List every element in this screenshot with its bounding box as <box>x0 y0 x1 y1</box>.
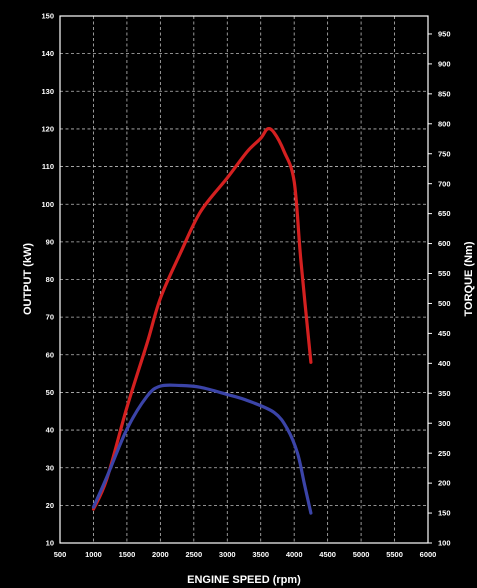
x-tick-label: 4000 <box>286 550 303 559</box>
y-left-tick-label: 10 <box>46 539 54 548</box>
x-tick-label: 2000 <box>152 550 169 559</box>
output-series-line <box>91 126 313 511</box>
plot-frame <box>59 15 429 544</box>
x-tick-label: 3500 <box>252 550 269 559</box>
y-left-tick-label: 150 <box>41 12 54 21</box>
y-left-tick-label: 70 <box>46 313 54 322</box>
y-right-tick-label: 300 <box>438 419 451 428</box>
y-left-tick-label: 20 <box>46 501 54 510</box>
y-left-tick-label: 90 <box>46 237 54 246</box>
grid-layer <box>60 16 428 543</box>
y-left-tick-label: 100 <box>41 200 54 209</box>
x-tick-label: 5000 <box>353 550 370 559</box>
y-right-tick-label: 650 <box>438 209 451 218</box>
y-left-tick-label: 120 <box>41 125 54 134</box>
y-axis-left-title: OUTPUT (kW) <box>22 243 34 315</box>
x-tick-label: 4500 <box>319 550 336 559</box>
y-left-tick-label: 60 <box>46 350 54 359</box>
y-right-tick-label: 100 <box>438 539 451 548</box>
y-axis-right-title: TORQUE (Nm) <box>463 241 475 316</box>
y-left-tick-label: 40 <box>46 426 54 435</box>
x-tick-label: 500 <box>54 550 67 559</box>
y-right-tick-label: 350 <box>438 389 451 398</box>
x-tick-label: 3000 <box>219 550 236 559</box>
y-right-tick-label: 500 <box>438 299 451 308</box>
y-right-tick-label: 800 <box>438 119 451 128</box>
x-tick-label: 2500 <box>185 550 202 559</box>
y-right-tick-label: 450 <box>438 329 451 338</box>
y-right-tick-label: 900 <box>438 60 451 69</box>
y-left-tick-label: 80 <box>46 275 54 284</box>
y-right-tick-label: 200 <box>438 479 451 488</box>
y-right-tick-label: 600 <box>438 239 451 248</box>
x-axis-title: ENGINE SPEED (rpm) <box>187 574 301 586</box>
x-tick-label: 5500 <box>386 550 403 559</box>
y-right-tick-label: 700 <box>438 179 451 188</box>
y-right-tick-label: 750 <box>438 149 451 158</box>
y-left-tick-label: 30 <box>46 463 54 472</box>
y-right-tick-label: 400 <box>438 359 451 368</box>
x-tick-label: 1500 <box>119 550 136 559</box>
tick-layer: 500 1000 1500 2000 2500 3000 3500 4000 4500 5000 5… <box>41 12 450 559</box>
x-tick-label: 1000 <box>85 550 102 559</box>
y-left-tick-label: 130 <box>41 87 54 96</box>
y-right-tick-label: 850 <box>438 89 451 98</box>
torque-series-line <box>91 383 313 515</box>
y-left-tick-label: 140 <box>41 49 54 58</box>
y-right-tick-label: 950 <box>438 30 451 39</box>
y-left-tick-label: 110 <box>42 162 54 171</box>
y-right-tick-label: 250 <box>438 449 451 458</box>
y-left-tick-label: 50 <box>46 388 54 397</box>
y-right-tick-label: 150 <box>438 509 451 518</box>
x-tick-label: 6000 <box>420 550 437 559</box>
y-right-tick-label: 550 <box>438 269 451 278</box>
series-layer <box>91 126 313 515</box>
